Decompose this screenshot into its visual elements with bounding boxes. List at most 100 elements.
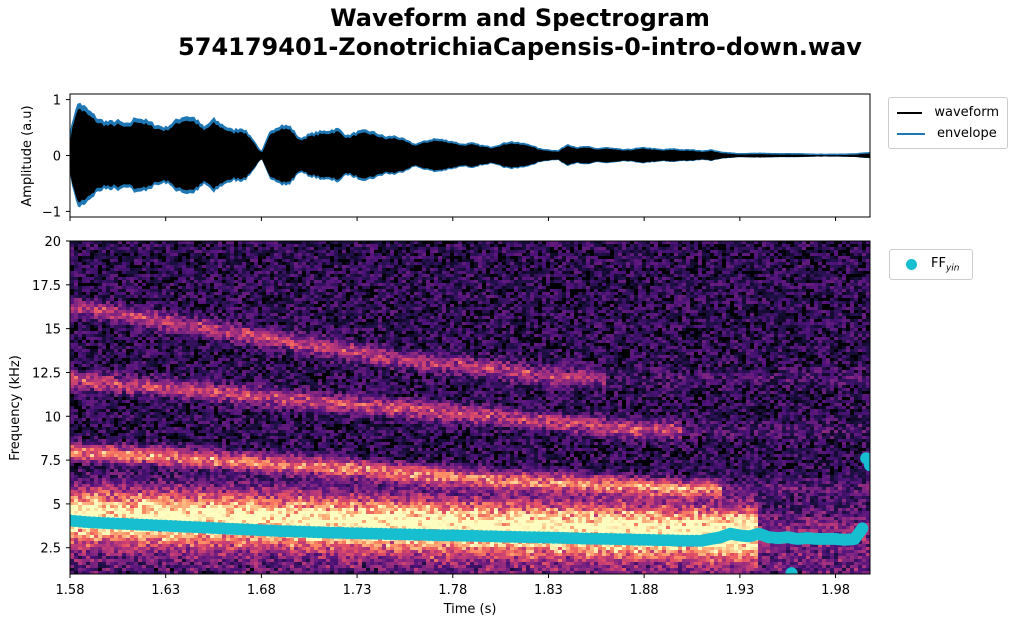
spectrogram-cell xyxy=(82,565,86,568)
spectrogram-cell xyxy=(158,406,162,409)
spectrogram-cell xyxy=(202,535,206,538)
spectrogram-cell xyxy=(230,508,234,511)
spectrogram-cell xyxy=(178,406,182,409)
spectrogram-cell xyxy=(94,307,98,310)
spectrogram-cell xyxy=(190,271,194,274)
spectrogram-cell xyxy=(186,454,190,457)
spectrogram-cell xyxy=(78,310,82,313)
spectrogram-cell xyxy=(258,568,262,571)
spectrogram-cell xyxy=(182,403,186,406)
spectrogram-cell xyxy=(130,559,134,562)
spectrogram-cell xyxy=(174,271,178,274)
spectrogram-cell xyxy=(170,289,174,292)
spectrogram-cell xyxy=(158,271,162,274)
spectrogram-cell xyxy=(86,313,90,316)
spectrogram-cell xyxy=(154,481,158,484)
spectrogram-cell xyxy=(126,469,130,472)
spectrogram-cell xyxy=(182,328,186,331)
spectrogram-cell xyxy=(214,259,218,262)
spectrogram-cell xyxy=(234,487,238,490)
spectrogram-cell xyxy=(258,280,262,283)
spectrogram-cell xyxy=(102,280,106,283)
spectrogram-cell xyxy=(118,388,122,391)
spectrogram-cell xyxy=(254,433,258,436)
spectrogram-cell xyxy=(250,409,254,412)
spectrogram-cell xyxy=(86,247,90,250)
spectrogram-cell xyxy=(234,478,238,481)
spectrogram-cell xyxy=(102,460,106,463)
spectrogram-cell xyxy=(78,400,82,403)
spectrogram-cell xyxy=(242,301,246,304)
spectrogram-cell xyxy=(126,451,130,454)
spectrogram-cell xyxy=(158,316,162,319)
spectrogram-cell xyxy=(170,328,174,331)
spectrogram-cell xyxy=(110,508,114,511)
spectrogram-cell xyxy=(198,535,202,538)
spectrogram-cell xyxy=(98,412,102,415)
spectrogram-cell xyxy=(234,460,238,463)
spectrogram-cell xyxy=(218,367,222,370)
spectrogram-cell xyxy=(254,514,258,517)
spectrogram-cell xyxy=(162,445,166,448)
spectrogram-cell xyxy=(198,565,202,568)
spectrogram-cell xyxy=(206,565,210,568)
spectrogram-cell xyxy=(106,433,110,436)
spectrogram-cell xyxy=(74,256,78,259)
spectrogram-cell xyxy=(166,370,170,373)
spectrogram-cell xyxy=(118,571,122,574)
spectrogram-cell xyxy=(190,502,194,505)
spectrogram-cell xyxy=(162,469,166,472)
spectrogram-cell xyxy=(210,346,214,349)
spectrogram-cell xyxy=(94,280,98,283)
spectrogram-cell xyxy=(86,568,90,571)
spectrogram-cell xyxy=(166,553,170,556)
spectrogram-cell xyxy=(74,505,78,508)
spectrogram-cell xyxy=(242,403,246,406)
spectrogram-cell xyxy=(110,463,114,466)
spectrogram-cell xyxy=(246,274,250,277)
spectrogram-cell xyxy=(206,502,210,505)
spectrogram-cell xyxy=(70,340,74,343)
spectrogram-cell xyxy=(186,472,190,475)
spectrogram-cell xyxy=(210,421,214,424)
spectrogram-cell xyxy=(206,514,210,517)
spectrogram-cell xyxy=(150,259,154,262)
spectrogram-cell xyxy=(222,430,226,433)
spectrogram-cell xyxy=(206,508,210,511)
spectrogram-cell xyxy=(90,472,94,475)
spectrogram-cell xyxy=(166,367,170,370)
spectrogram-cell xyxy=(106,448,110,451)
spectrogram-cell xyxy=(162,379,166,382)
spectrogram-cell xyxy=(170,481,174,484)
spectrogram-cell xyxy=(194,298,198,301)
spectrogram-cell xyxy=(70,307,74,310)
spectrogram-cell xyxy=(230,256,234,259)
spectrogram-cell xyxy=(110,535,114,538)
spectrogram-cell xyxy=(142,406,146,409)
spectrogram-cell xyxy=(130,481,134,484)
spectrogram-cell xyxy=(182,466,186,469)
spectrogram-cell xyxy=(154,517,158,520)
spectrogram-cell xyxy=(98,409,102,412)
spectrogram-cell xyxy=(250,487,254,490)
spectrogram-cell xyxy=(122,460,126,463)
spectrogram-cell xyxy=(214,313,218,316)
spectrogram-cell xyxy=(94,415,98,418)
spectrogram-cell xyxy=(194,361,198,364)
spectrogram-cell xyxy=(230,499,234,502)
spectrogram-cell xyxy=(106,352,110,355)
spectrogram-cell xyxy=(258,466,262,469)
spectrogram-cell xyxy=(138,529,142,532)
spectrogram-cell xyxy=(262,346,266,349)
spectrogram-cell xyxy=(198,388,202,391)
spectrogram-cell xyxy=(94,556,98,559)
spectrogram-cell xyxy=(174,385,178,388)
spectrogram-cell xyxy=(102,451,106,454)
spectrogram-cell xyxy=(218,541,222,544)
spectrogram-cell xyxy=(98,349,102,352)
spectrogram-cell xyxy=(262,421,266,424)
spectrogram-cell xyxy=(158,562,162,565)
spectrogram-cell xyxy=(258,274,262,277)
spectrogram-cell xyxy=(74,304,78,307)
spectrogram-cell xyxy=(118,442,122,445)
